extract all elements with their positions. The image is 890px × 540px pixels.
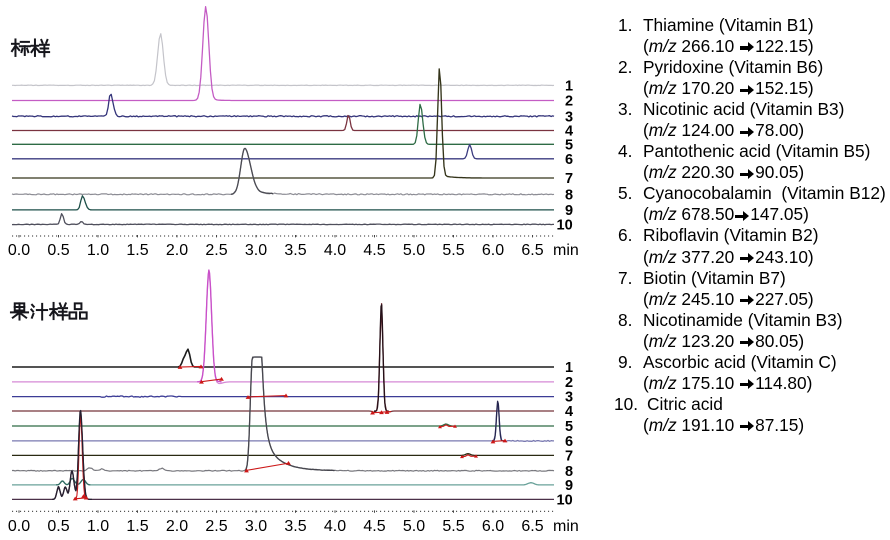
svg-text:5.0: 5.0 (403, 518, 425, 535)
svg-text:1.0: 1.0 (87, 242, 109, 259)
svg-text:0.5: 0.5 (47, 242, 69, 259)
svg-text:10: 10 (557, 217, 573, 233)
svg-text:2.0: 2.0 (166, 518, 188, 535)
svg-text:10: 10 (557, 492, 573, 508)
svg-text:4.0: 4.0 (324, 242, 346, 259)
svg-text:4.5: 4.5 (363, 242, 385, 259)
svg-text:min: min (553, 242, 579, 259)
svg-text:4.0: 4.0 (324, 518, 346, 535)
svg-text:3.0: 3.0 (245, 242, 267, 259)
svg-text:5: 5 (565, 419, 573, 435)
svg-text:9: 9 (565, 203, 573, 219)
svg-text:7: 7 (565, 448, 573, 464)
svg-text:2.5: 2.5 (205, 518, 227, 535)
svg-text:2.5: 2.5 (205, 242, 227, 259)
svg-text:3: 3 (565, 109, 573, 125)
svg-text:5.0: 5.0 (403, 242, 425, 259)
svg-text:1: 1 (565, 360, 573, 376)
svg-text:1: 1 (565, 78, 573, 94)
svg-text:6: 6 (565, 152, 573, 168)
svg-text:3.5: 3.5 (284, 242, 306, 259)
svg-text:6.0: 6.0 (482, 242, 504, 259)
svg-text:1.0: 1.0 (87, 518, 109, 535)
svg-text:5: 5 (565, 137, 573, 153)
svg-text:8: 8 (565, 464, 573, 480)
svg-text:5.5: 5.5 (442, 242, 464, 259)
svg-text:2: 2 (565, 94, 573, 110)
svg-text:9: 9 (565, 478, 573, 494)
svg-text:min: min (553, 518, 579, 535)
svg-text:4.5: 4.5 (363, 518, 385, 535)
svg-text:6.5: 6.5 (521, 518, 543, 535)
svg-text:0.0: 0.0 (8, 518, 30, 535)
svg-text:1.5: 1.5 (126, 518, 148, 535)
svg-text:0.5: 0.5 (47, 518, 69, 535)
svg-text:4: 4 (565, 404, 573, 420)
svg-text:3.5: 3.5 (284, 518, 306, 535)
svg-text:3.0: 3.0 (245, 518, 267, 535)
svg-text:2: 2 (565, 375, 573, 391)
svg-text:6: 6 (565, 434, 573, 450)
svg-text:6.0: 6.0 (482, 518, 504, 535)
svg-text:3: 3 (565, 390, 573, 406)
svg-text:2.0: 2.0 (166, 242, 188, 259)
svg-text:8: 8 (565, 187, 573, 203)
svg-text:4: 4 (565, 124, 573, 140)
svg-text:0.0: 0.0 (8, 242, 30, 259)
svg-text:6.5: 6.5 (521, 242, 543, 259)
svg-text:5.5: 5.5 (442, 518, 464, 535)
svg-text:1.5: 1.5 (126, 242, 148, 259)
svg-text:7: 7 (565, 171, 573, 187)
